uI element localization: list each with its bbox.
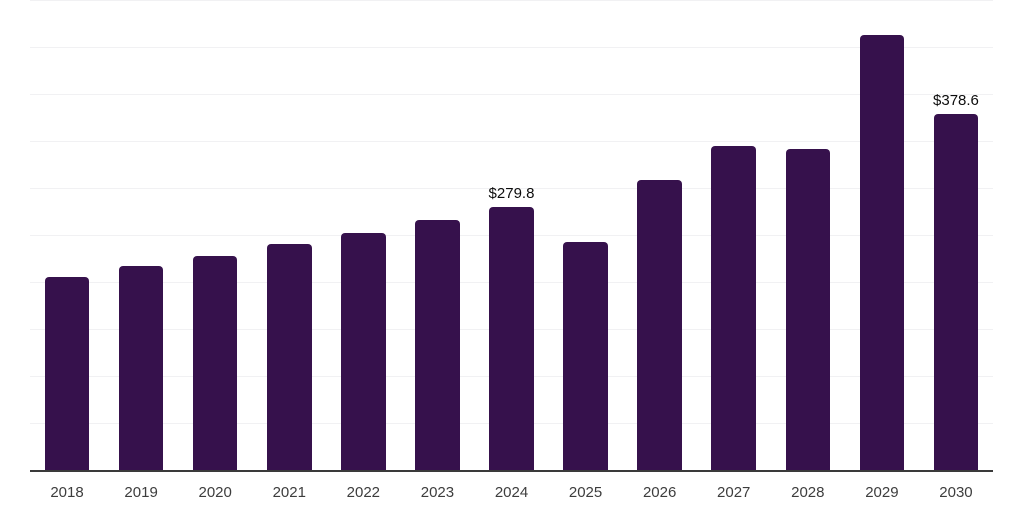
bar-2024 (489, 207, 534, 470)
bar-2029 (859, 34, 905, 470)
bar-2022 (341, 233, 386, 470)
gridline (30, 47, 993, 48)
data-label-2024: $279.8 (488, 185, 535, 202)
x-tick-label-2019: 2019 (124, 484, 158, 501)
x-tick-label-2029: 2029 (865, 484, 899, 501)
bar-2018 (44, 277, 90, 470)
x-tick-label-2023: 2023 (420, 484, 455, 501)
x-tick-label-2020: 2020 (198, 484, 232, 501)
x-tick-label-2021: 2021 (272, 484, 306, 501)
bar-2019 (118, 266, 164, 470)
x-tick-label-2024: 2024 (494, 484, 529, 501)
gridline (30, 94, 993, 95)
plot-area: $279.8 $378.6 (30, 0, 993, 472)
x-tick-label-2018: 2018 (50, 484, 84, 501)
bar-2025 (563, 241, 608, 470)
bar-2020 (192, 255, 238, 470)
gridline (30, 0, 993, 1)
bar-2023 (415, 219, 460, 470)
gridline (30, 141, 993, 142)
x-tick-label-2027: 2027 (717, 484, 751, 501)
x-tick-label-2022: 2022 (346, 484, 381, 501)
bar-2028 (785, 148, 831, 470)
bar-2021 (267, 243, 312, 470)
x-tick-label-2030: 2030 (939, 484, 973, 501)
x-tick-label-2026: 2026 (642, 484, 677, 501)
x-axis-labels: 2018 2019 2020 2021 2022 2023 2024 2025 2026 2027… (30, 485, 993, 505)
bar-2030 (933, 114, 979, 470)
x-tick-label-2028: 2028 (791, 484, 825, 501)
gridline (30, 188, 993, 189)
bar-2026 (637, 179, 682, 470)
bar-2027 (711, 146, 756, 470)
data-label-2030: $378.6 (933, 92, 979, 110)
x-tick-label-2025: 2025 (568, 484, 603, 501)
